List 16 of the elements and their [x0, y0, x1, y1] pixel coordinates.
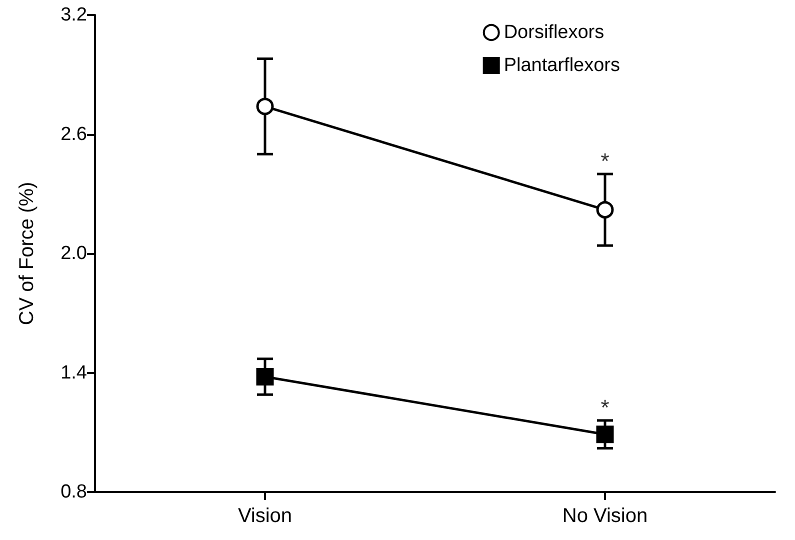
- point: [596, 426, 614, 444]
- legend-label: Plantarflexors: [504, 55, 620, 76]
- annotation: *: [600, 148, 610, 174]
- x-tick-label: Vision: [238, 505, 292, 527]
- legend-label: Dorsiflexors: [504, 22, 604, 43]
- x-tick-label: No Vision: [562, 505, 648, 527]
- point: [256, 98, 274, 116]
- y-tick-label: 2.0: [60, 243, 87, 264]
- y-tick-label: 2.6: [60, 124, 87, 145]
- y-tick-label: 3.2: [60, 4, 87, 26]
- y-axis-title: CV of Force (%): [16, 182, 38, 326]
- annotation: *: [600, 394, 610, 420]
- point: [596, 201, 614, 219]
- y-tick-label: 1.4: [60, 362, 88, 384]
- y-tick-label: 0.8: [60, 482, 87, 502]
- point: [256, 368, 274, 386]
